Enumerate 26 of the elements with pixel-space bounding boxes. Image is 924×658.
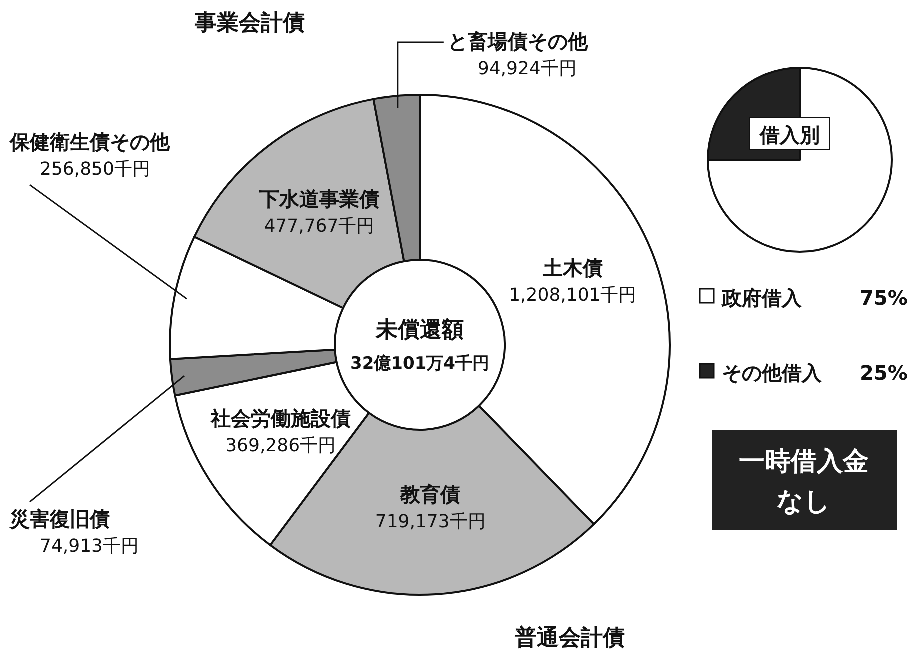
pie-slice bbox=[707, 67, 893, 253]
data-label: 75% bbox=[860, 286, 908, 310]
slice-label: 保健衛生債その他 bbox=[9, 130, 171, 154]
data-label: 369,286千円 bbox=[226, 436, 336, 457]
slice-label: 教育債 bbox=[400, 482, 461, 507]
data-label: 477,767千円 bbox=[264, 216, 375, 238]
text: 借入別 bbox=[759, 123, 820, 147]
data-label: 74,913千円 bbox=[40, 536, 139, 558]
text: 32億101万4千円 bbox=[350, 354, 490, 374]
data-label: 719,173千円 bbox=[375, 512, 486, 533]
text: 未償還額 bbox=[375, 318, 464, 343]
text: 一時借入金 bbox=[739, 447, 869, 477]
legend-label: 政府借入 bbox=[721, 286, 803, 310]
slice-label: 土木債 bbox=[542, 256, 603, 280]
text: 普通会計債 bbox=[514, 625, 625, 651]
text: なし bbox=[777, 487, 831, 517]
data-label: 94,924千円 bbox=[478, 58, 577, 80]
slice-label: と畜場債その他 bbox=[448, 30, 589, 54]
slice-label: 社会労働施設債 bbox=[210, 406, 351, 431]
legend-label: その他借入 bbox=[722, 361, 823, 385]
data-label: 25% bbox=[860, 361, 908, 385]
text: 事業会計債 bbox=[194, 11, 305, 36]
slice-label: 災害復旧債 bbox=[9, 507, 110, 532]
data-label: 256,850千円 bbox=[40, 159, 150, 180]
slice-label: 下水道事業債 bbox=[258, 187, 380, 212]
data-label: 1,208,101千円 bbox=[509, 285, 637, 306]
